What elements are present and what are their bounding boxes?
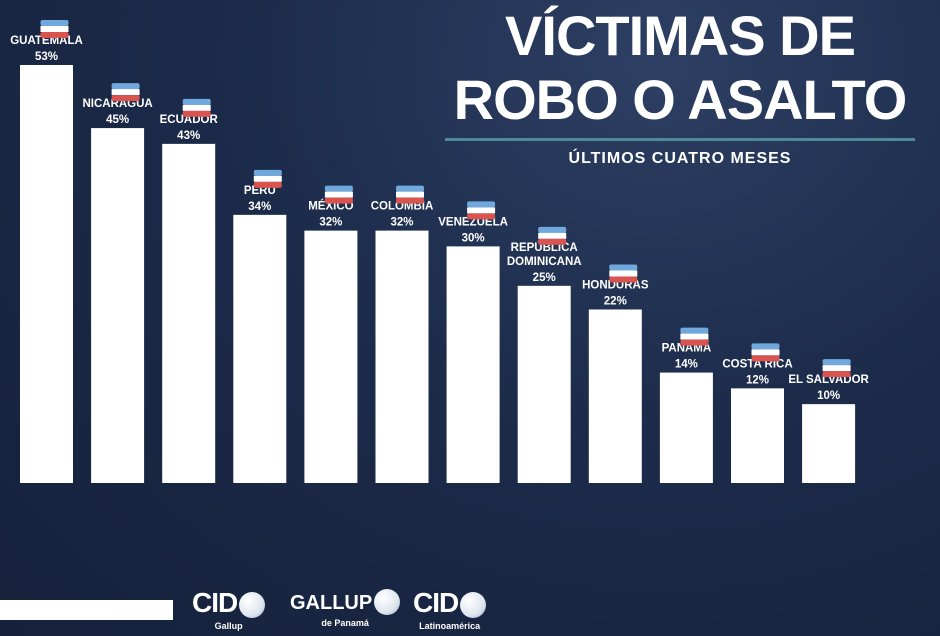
venezuela-flag-icon — [467, 201, 496, 220]
gallup-panama-logo: GALLUP de Panamá — [290, 588, 401, 628]
cid-gallup-logo: CID Gallup — [192, 587, 266, 631]
category-label-republica-dominicana-2: DOMINICANA — [507, 256, 582, 268]
category-label-el-salvador: EL SALVADOR — [788, 374, 869, 386]
value-label-honduras: 22% — [604, 295, 627, 307]
chart-subtitle: ÚLTIMOS CUATRO MESES — [568, 150, 792, 167]
gallup-panama-logo-sub: de Panamá — [321, 618, 369, 628]
flags-layer — [40, 20, 851, 378]
value-label-peru: 34% — [248, 201, 271, 213]
chart-title-line-2: ROBO O ASALTO — [453, 68, 908, 131]
bottom-accent-bar — [0, 600, 173, 620]
bar-venezuela — [446, 246, 500, 483]
value-label-panama: 14% — [675, 359, 698, 371]
value-label-el-salvador: 10% — [817, 390, 840, 402]
bar-mexico — [304, 230, 358, 483]
cid-latinoamerica-logo-sub: Latinoamérica — [419, 620, 481, 631]
value-label-costa-rica: 12% — [746, 374, 769, 386]
bars-layer — [20, 65, 856, 483]
costa-rica-flag-icon — [751, 343, 780, 362]
value-label-guatemala: 53% — [35, 51, 58, 63]
value-label-venezuela: 30% — [462, 232, 485, 244]
globe-icon — [374, 588, 401, 615]
nicaragua-flag-icon — [111, 83, 140, 102]
bar-peru — [233, 214, 287, 483]
mexico-flag-icon — [324, 185, 353, 204]
cid-gallup-logo-sub: Gallup — [214, 620, 243, 631]
cid-gallup-logo-text: CID — [192, 587, 238, 618]
peru-flag-icon — [253, 169, 282, 188]
bar-nicaragua — [91, 128, 145, 483]
bar-el-salvador — [802, 404, 856, 483]
globe-icon — [239, 591, 266, 618]
bar-honduras — [588, 309, 642, 483]
colombia-flag-icon — [396, 185, 424, 204]
ecuador-flag-icon — [182, 98, 211, 117]
bar-guatemala — [20, 65, 73, 483]
bar-costa-rica — [731, 388, 784, 483]
dominican-republic-flag-icon — [538, 226, 567, 245]
bar-ecuador — [162, 143, 216, 483]
honduras-flag-icon — [609, 264, 638, 283]
globe-icon — [460, 591, 487, 618]
el-salvador-flag-icon — [822, 359, 851, 378]
bar-panama — [659, 372, 713, 483]
title-divider — [445, 138, 915, 141]
value-label-nicaragua: 45% — [106, 114, 129, 126]
value-label-republica-dominicana: 25% — [533, 272, 556, 284]
bar-republica-dominicana — [517, 285, 571, 483]
guatemala-flag-icon — [40, 20, 69, 38]
value-label-colombia: 32% — [390, 217, 413, 229]
cid-latinoamerica-logo: CID Latinoamérica — [413, 587, 487, 631]
panama-flag-icon — [680, 327, 709, 346]
chart-title-line-1: VÍCTIMAS DE — [505, 4, 856, 67]
cid-latinoamerica-logo-text: CID — [413, 587, 459, 618]
value-label-mexico: 32% — [319, 217, 342, 229]
gallup-panama-logo-text: GALLUP — [290, 592, 373, 614]
value-label-ecuador: 43% — [177, 130, 200, 142]
bar-colombia — [375, 230, 429, 483]
